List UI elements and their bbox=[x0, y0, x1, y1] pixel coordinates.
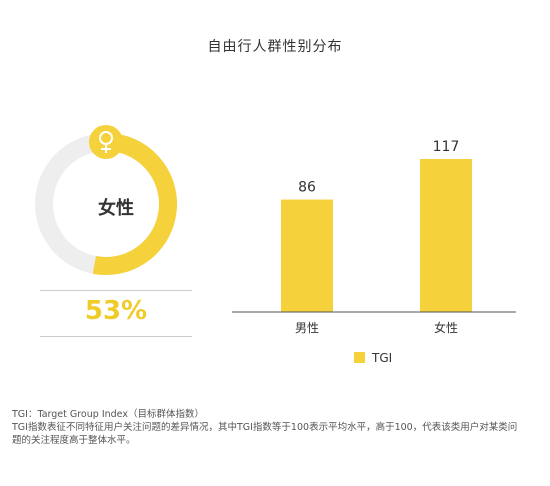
legend-swatch bbox=[354, 352, 365, 363]
data-label-1: 117 bbox=[433, 139, 460, 155]
donut-svg bbox=[35, 125, 177, 275]
legend-label: TGI bbox=[371, 351, 392, 365]
donut-arc bbox=[92, 133, 177, 275]
divider-top bbox=[40, 290, 192, 291]
chart-title: 自由行人群性别分布 bbox=[207, 39, 343, 55]
female-percent: 53% bbox=[84, 296, 148, 326]
category-label-0: 男性 bbox=[295, 321, 319, 335]
bar-chart-svg: 86 男性 117 女性 TGI bbox=[232, 139, 516, 365]
tgi-bar-chart: 86 男性 117 女性 TGI bbox=[232, 120, 522, 370]
footnote-line-1: TGI：Target Group Index（目标群体指数） bbox=[12, 409, 204, 420]
data-label-0: 86 bbox=[298, 180, 316, 196]
female-share-donut: 女性 bbox=[30, 104, 190, 284]
donut-center-label: 女性 bbox=[98, 198, 134, 219]
female-symbol-icon bbox=[89, 125, 123, 159]
divider-bottom bbox=[40, 336, 192, 337]
footnote-line-3: 题的关注程度高于整体水平。 bbox=[12, 435, 136, 446]
bar-0 bbox=[281, 199, 333, 312]
footnote-line-2: TGI指数表征不同特征用户关注问题的差异情况，其中TGI指数等于100表示平均水… bbox=[12, 422, 518, 433]
category-label-1: 女性 bbox=[434, 320, 458, 335]
bar-1 bbox=[420, 159, 472, 312]
footnote: TGI：Target Group Index（目标群体指数） TGI指数表征不同… bbox=[12, 408, 542, 447]
